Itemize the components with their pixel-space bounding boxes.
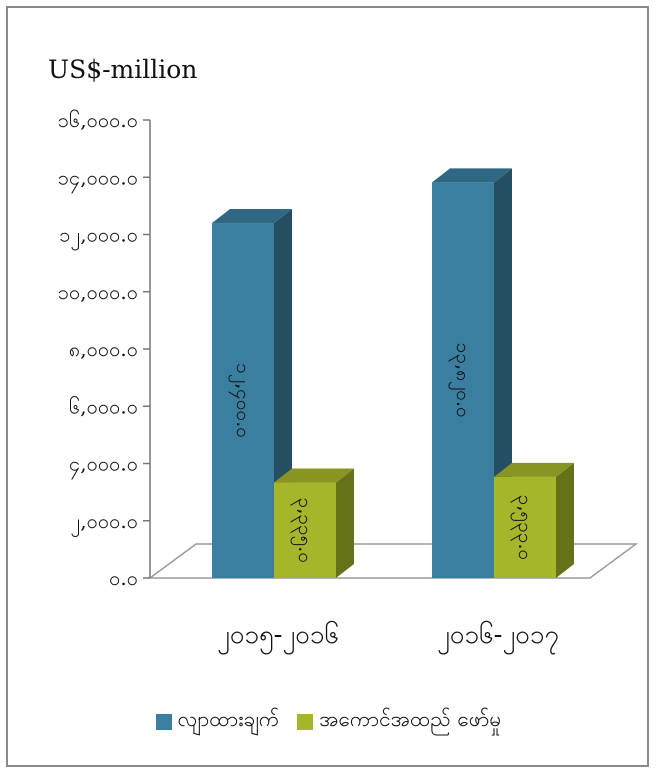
legend-swatch-planned bbox=[155, 713, 172, 730]
y-tick-label: ၁၄,၀၀၀.၀ bbox=[58, 165, 138, 193]
y-tick-label: ၈,၀၀၀.၀ bbox=[69, 337, 138, 361]
bar-implemented-2 bbox=[494, 462, 574, 578]
y-tick-label: ၂,၀၀၀.၀ bbox=[70, 509, 138, 537]
y-tick-label: ၄,၀၀၀.၀ bbox=[69, 452, 138, 480]
bar-value-label: ၁၃,၈၂၀.၀ bbox=[448, 343, 474, 418]
legend-swatch-implemented bbox=[297, 713, 314, 730]
unit-label: US$-million bbox=[48, 55, 197, 84]
y-tick-label: ၁၂,၀၀၀.၀ bbox=[59, 223, 138, 251]
x-category-label: ၂၀၁၆-၂၀၁၇ bbox=[437, 618, 559, 655]
legend-item-planned: လျာထားချက် bbox=[155, 706, 280, 737]
y-tick-label: ၀.၀ bbox=[109, 566, 138, 590]
y-tick-label: ၁၆,၀၀၀.၀ bbox=[58, 108, 138, 132]
legend-label-implemented: အကောင်အထည် ဖော်မှု bbox=[319, 707, 502, 731]
legend: လျာထားချက် အကောင်အထည် ဖော်မှု bbox=[0, 706, 657, 737]
legend-item-implemented: အကောင်အထည် ဖော်မှု bbox=[297, 706, 501, 737]
bar-value-label: ၃,၅၃၃.၀ bbox=[510, 495, 536, 561]
chart-frame bbox=[6, 6, 649, 767]
bar-value-label: ၁၂,၄၀၀.၀ bbox=[228, 363, 254, 438]
y-tick-label: ၆,၀၀၀.၀ bbox=[69, 394, 138, 418]
bar-planned-2 bbox=[432, 168, 512, 578]
y-tick-label: ၁၀,၀၀၀.၀ bbox=[58, 280, 138, 304]
legend-label-planned: လျာထားချက် bbox=[177, 707, 280, 731]
bar-value-label: ၃,၃၃၅.၀ bbox=[290, 498, 316, 564]
bar-implemented-1 bbox=[274, 468, 354, 578]
x-category-label: ၂၀၁၅-၂၀၁၆ bbox=[217, 618, 339, 655]
